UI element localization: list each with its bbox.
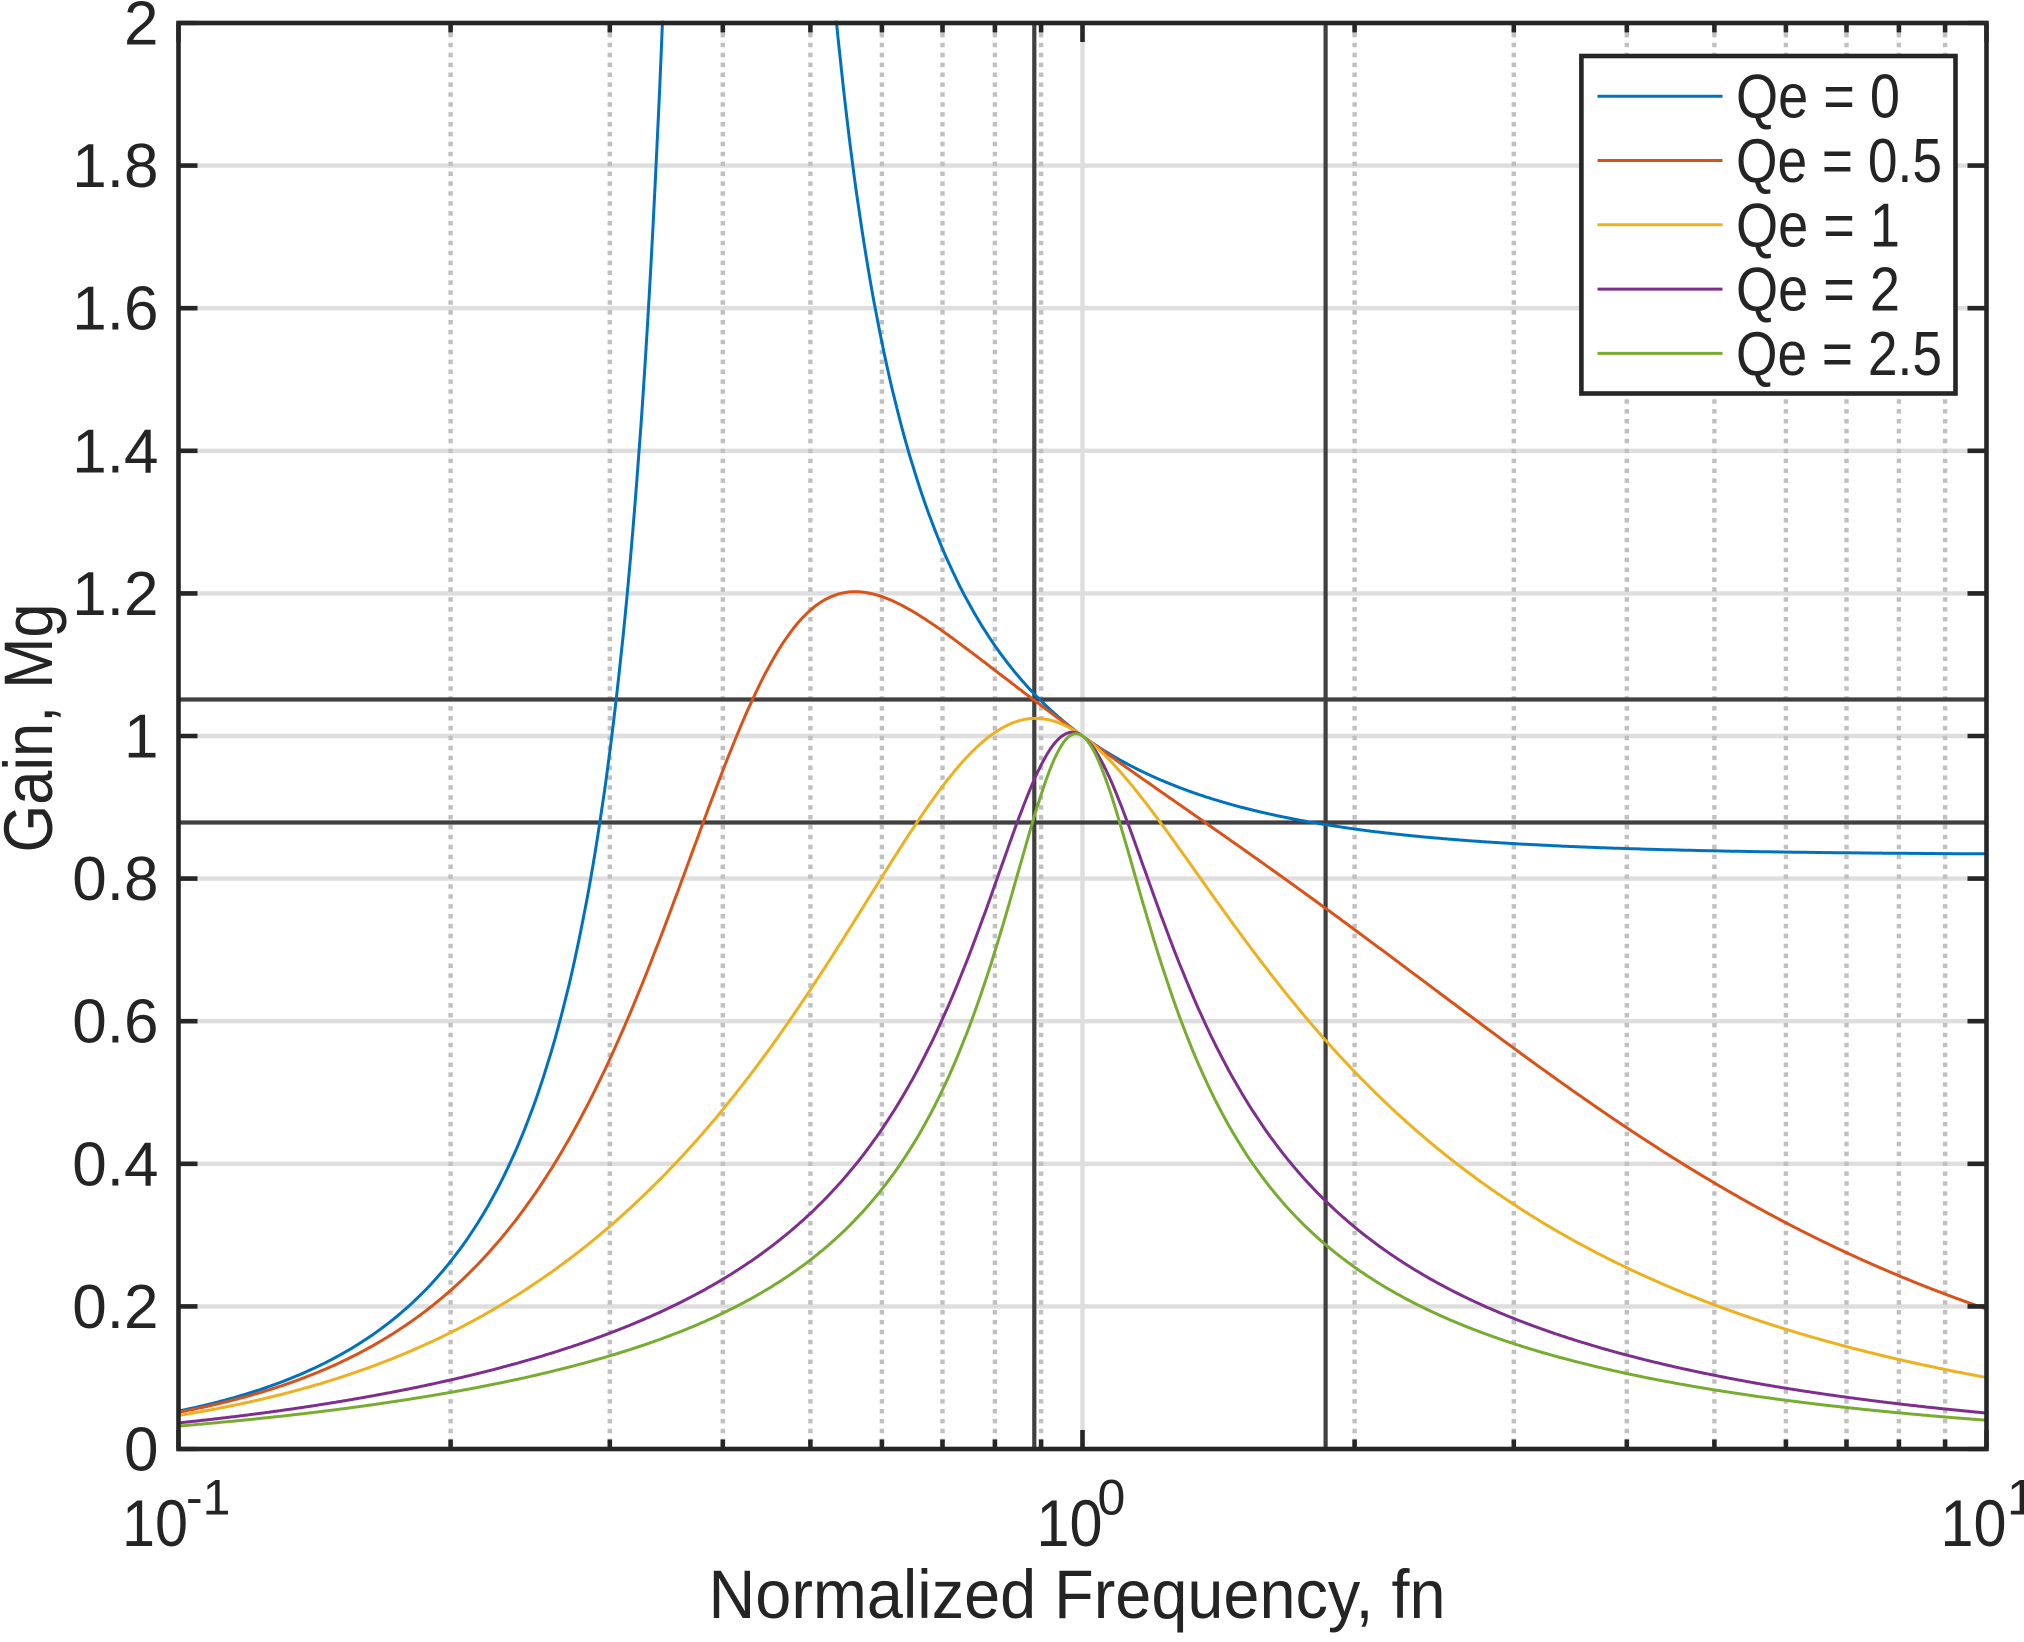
svg-text:Gain, Mg: Gain, Mg	[0, 604, 67, 853]
svg-text:0.6: 0.6	[72, 988, 158, 1057]
svg-text:10: 10	[122, 1486, 188, 1560]
svg-text:1.4: 1.4	[72, 417, 158, 486]
svg-text:10: 10	[1941, 1486, 2007, 1560]
svg-text:Qe = 2.5: Qe = 2.5	[1736, 320, 1942, 389]
svg-text:1.2: 1.2	[72, 560, 158, 629]
svg-text:0.8: 0.8	[72, 845, 158, 914]
svg-text:Normalized Frequency, fn: Normalized Frequency, fn	[709, 1556, 1446, 1633]
svg-text:0: 0	[124, 1416, 158, 1485]
svg-text:0.2: 0.2	[72, 1273, 158, 1342]
svg-text:1: 1	[2007, 1470, 2024, 1526]
svg-text:1.8: 1.8	[72, 132, 158, 201]
svg-text:-1: -1	[186, 1470, 230, 1526]
svg-text:Qe = 2: Qe = 2	[1736, 256, 1900, 325]
svg-text:Qe = 0: Qe = 0	[1736, 63, 1900, 132]
svg-text:2: 2	[124, 0, 158, 59]
svg-text:1.6: 1.6	[72, 275, 158, 344]
svg-text:0: 0	[1098, 1470, 1126, 1526]
svg-text:10: 10	[1037, 1486, 1103, 1560]
svg-text:1: 1	[124, 703, 158, 772]
svg-text:0.4: 0.4	[72, 1130, 158, 1199]
svg-text:Qe = 1: Qe = 1	[1736, 191, 1900, 260]
svg-text:Qe = 0.5: Qe = 0.5	[1736, 127, 1942, 196]
